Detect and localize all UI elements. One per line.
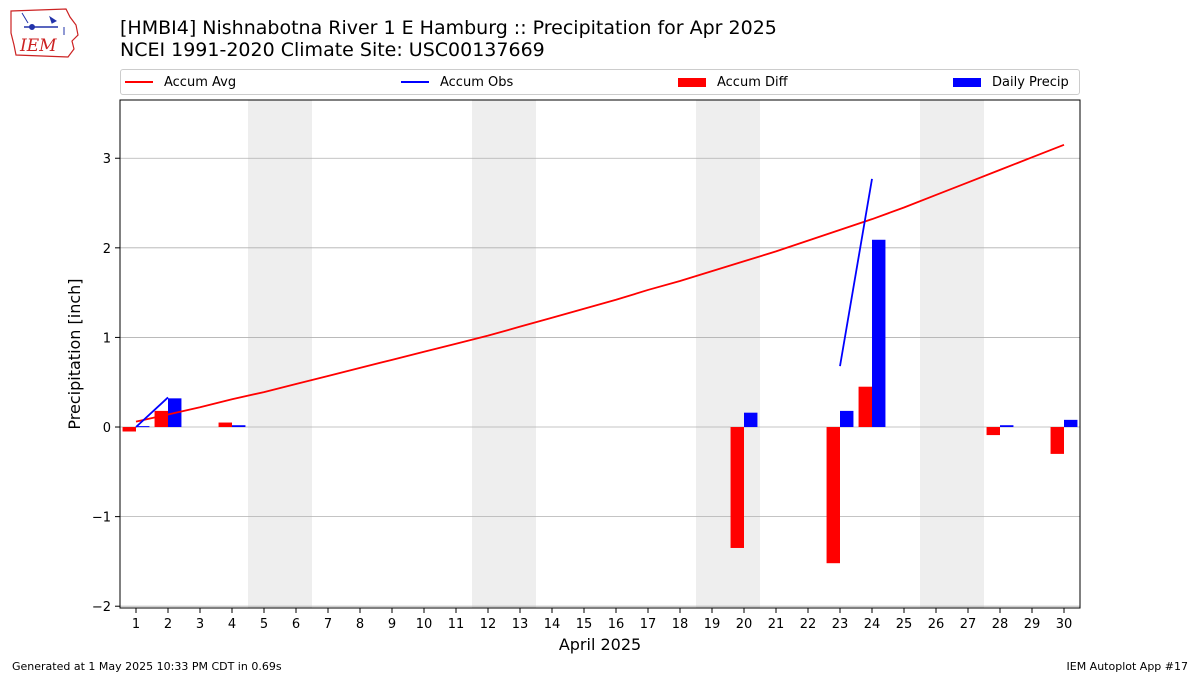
legend-label-accum-avg: Accum Avg — [164, 74, 237, 90]
x-tick-label: 24 — [864, 617, 881, 632]
x-tick-label: 22 — [800, 617, 817, 632]
daily-precip-bar — [1000, 425, 1014, 428]
x-tick-label: 7 — [324, 617, 332, 632]
x-tick-label: 27 — [960, 617, 977, 632]
y-tick-label: 2 — [103, 242, 111, 257]
legend-label-accum-diff: Accum Diff — [717, 74, 788, 90]
accum-diff-bar — [218, 422, 232, 428]
legend-item-accum-avg: Accum Avg — [125, 70, 236, 94]
chart-legend: Accum Avg Accum Obs Accum Diff Daily Pre… — [120, 69, 1080, 95]
x-tick-label: 10 — [416, 617, 433, 632]
x-tick-label: 1 — [132, 617, 140, 632]
accum-diff-bar — [986, 427, 1000, 436]
daily-precip-bar — [136, 426, 150, 428]
legend-swatch-accum-obs — [401, 81, 429, 83]
x-tick-label: 21 — [768, 617, 785, 632]
x-tick-label: 6 — [292, 617, 300, 632]
x-tick-label: 17 — [640, 617, 657, 632]
x-tick-label: 16 — [608, 617, 625, 632]
chart-title: [HMBI4] Nishnabotna River 1 E Hamburg ::… — [120, 17, 777, 39]
legend-label-daily-precip: Daily Precip — [992, 74, 1069, 90]
y-tick-label: −1 — [92, 511, 111, 526]
x-tick-label: 20 — [736, 617, 753, 632]
x-tick-label: 28 — [992, 617, 1009, 632]
weekend-band — [696, 100, 760, 608]
accum-avg-line — [135, 143, 1065, 423]
accum-obs-line — [839, 178, 873, 367]
x-tick-label: 23 — [832, 617, 849, 632]
x-tick-label: 5 — [260, 617, 268, 632]
legend-swatch-accum-diff — [678, 77, 706, 87]
x-tick-label: 8 — [356, 617, 364, 632]
x-tick-label: 19 — [704, 617, 721, 632]
legend-swatch-daily-precip — [953, 77, 981, 87]
accum-diff-bar — [858, 386, 872, 428]
y-tick-label: −2 — [92, 600, 111, 615]
x-tick-label: 15 — [576, 617, 593, 632]
accum-diff-bar — [826, 427, 840, 564]
x-tick-label: 11 — [448, 617, 465, 632]
accum-diff-bar — [1050, 427, 1064, 454]
iowa-outline-icon — [10, 8, 79, 58]
logo-text: IEM — [19, 36, 57, 56]
daily-precip-bar — [840, 410, 854, 428]
accum-diff-bar — [154, 410, 168, 428]
weekend-band — [472, 100, 536, 608]
accum-obs-line — [135, 396, 169, 428]
daily-precip-bar — [872, 239, 886, 428]
series-lines — [135, 143, 1065, 428]
weekend-band — [920, 100, 984, 608]
legend-item-accum-obs: Accum Obs — [401, 70, 513, 94]
legend-item-accum-diff: Accum Diff — [678, 70, 788, 94]
grid-lines — [120, 157, 1080, 607]
x-axis-label: April 2025 — [559, 635, 641, 654]
legend-item-daily-precip: Daily Precip — [953, 70, 1069, 94]
weekend-shading — [248, 100, 984, 608]
x-tick-label: 3 — [196, 617, 204, 632]
x-tick-label: 25 — [896, 617, 913, 632]
footer-generated-text: Generated at 1 May 2025 10:33 PM CDT in … — [12, 660, 282, 673]
legend-label-accum-obs: Accum Obs — [440, 74, 514, 90]
x-tick-label: 13 — [512, 617, 529, 632]
daily-precip-bar — [232, 425, 246, 428]
iem-logo: IEM — [10, 8, 79, 58]
x-tick-label: 12 — [480, 617, 497, 632]
accum-diff-bar — [730, 427, 744, 548]
chart-subtitle: NCEI 1991-2020 Climate Site: USC00137669 — [120, 39, 545, 61]
x-tick-label: 14 — [544, 617, 561, 632]
legend-swatch-accum-avg — [125, 81, 153, 83]
x-tick-label: 29 — [1024, 617, 1041, 632]
x-tick-label: 9 — [388, 617, 396, 632]
daily-precip-bar — [1064, 419, 1078, 428]
footer-app-text: IEM Autoplot App #17 — [1066, 660, 1189, 673]
x-tick-label: 2 — [164, 617, 172, 632]
weather-station-icon — [21, 12, 65, 35]
accum-diff-bar — [122, 427, 136, 432]
x-tick-label: 4 — [228, 617, 236, 632]
y-tick-label: 0 — [103, 421, 111, 436]
x-tick-label: 26 — [928, 617, 945, 632]
y-tick-label: 3 — [103, 152, 111, 167]
y-tick-label: 1 — [103, 331, 111, 346]
x-tick-label: 18 — [672, 617, 689, 632]
daily-precip-bar — [744, 412, 758, 428]
weekend-band — [248, 100, 312, 608]
x-tick-label: 30 — [1056, 617, 1073, 632]
plot-frame — [119, 99, 1081, 609]
y-axis-label: Precipitation [inch] — [65, 278, 84, 429]
